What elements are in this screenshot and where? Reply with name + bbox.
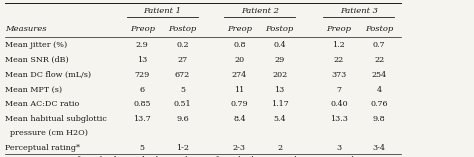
Text: 729: 729: [135, 71, 150, 79]
Text: 11: 11: [234, 86, 245, 94]
Text: 1-2: 1-2: [176, 144, 189, 152]
Text: 1.17: 1.17: [271, 100, 289, 108]
Text: 9.8: 9.8: [373, 115, 385, 123]
Text: Postop: Postop: [265, 25, 294, 33]
Text: Patient 2: Patient 2: [241, 7, 279, 15]
Text: 0.7: 0.7: [373, 41, 385, 49]
Text: 0.4: 0.4: [273, 41, 286, 49]
Text: 13.7: 13.7: [133, 115, 151, 123]
Text: Patient 3: Patient 3: [340, 7, 378, 15]
Text: Preop: Preop: [327, 25, 351, 33]
Text: pressure (cm H2O): pressure (cm H2O): [5, 129, 88, 137]
Text: 22: 22: [334, 56, 344, 64]
Text: 13: 13: [137, 56, 147, 64]
Text: Mean MPT (s): Mean MPT (s): [5, 86, 62, 94]
Text: Perceptual rating*: Perceptual rating*: [5, 144, 80, 152]
Text: Operations were performed in 1990 to 1994. Recordings performed at least 6 month: Operations were performed in 1990 to 199…: [0, 156, 359, 157]
Text: 5.4: 5.4: [273, 115, 286, 123]
Text: 373: 373: [331, 71, 346, 79]
Text: 274: 274: [232, 71, 247, 79]
Text: 3-4: 3-4: [373, 144, 386, 152]
Text: 672: 672: [175, 71, 190, 79]
Text: 2-3: 2-3: [233, 144, 246, 152]
Text: Mean jitter (%): Mean jitter (%): [5, 41, 67, 49]
Text: 0.51: 0.51: [173, 100, 191, 108]
Text: 20: 20: [234, 56, 245, 64]
Text: Postop: Postop: [168, 25, 197, 33]
Text: 27: 27: [177, 56, 188, 64]
Text: 3: 3: [337, 144, 341, 152]
Text: 202: 202: [272, 71, 287, 79]
Text: 0.76: 0.76: [370, 100, 388, 108]
Text: Postop: Postop: [365, 25, 393, 33]
Text: 7: 7: [337, 86, 341, 94]
Text: Measures: Measures: [5, 25, 46, 33]
Text: 29: 29: [274, 56, 285, 64]
Text: 4: 4: [377, 86, 382, 94]
Text: 9.6: 9.6: [176, 115, 189, 123]
Text: Mean SNR (dB): Mean SNR (dB): [5, 56, 68, 64]
Text: 0.79: 0.79: [230, 100, 248, 108]
Text: Mean habitual subglottic: Mean habitual subglottic: [5, 115, 107, 123]
Text: Mean AC:DC ratio: Mean AC:DC ratio: [5, 100, 79, 108]
Text: 0.8: 0.8: [233, 41, 246, 49]
Text: Preop: Preop: [227, 25, 252, 33]
Text: 254: 254: [372, 71, 387, 79]
Text: 2: 2: [277, 144, 282, 152]
Text: Preop: Preop: [130, 25, 155, 33]
Text: 13.3: 13.3: [330, 115, 348, 123]
Text: 1.2: 1.2: [333, 41, 345, 49]
Text: 6: 6: [140, 86, 145, 94]
Text: 5: 5: [180, 86, 185, 94]
Text: 0.2: 0.2: [176, 41, 189, 49]
Text: 2.9: 2.9: [136, 41, 148, 49]
Text: 22: 22: [374, 56, 384, 64]
Text: 8.4: 8.4: [233, 115, 246, 123]
Text: 13: 13: [274, 86, 285, 94]
Text: Patient 1: Patient 1: [144, 7, 182, 15]
Text: Mean DC flow (mL/s): Mean DC flow (mL/s): [5, 71, 91, 79]
Text: 0.40: 0.40: [330, 100, 348, 108]
Text: 0.85: 0.85: [134, 100, 151, 108]
Text: 5: 5: [140, 144, 145, 152]
